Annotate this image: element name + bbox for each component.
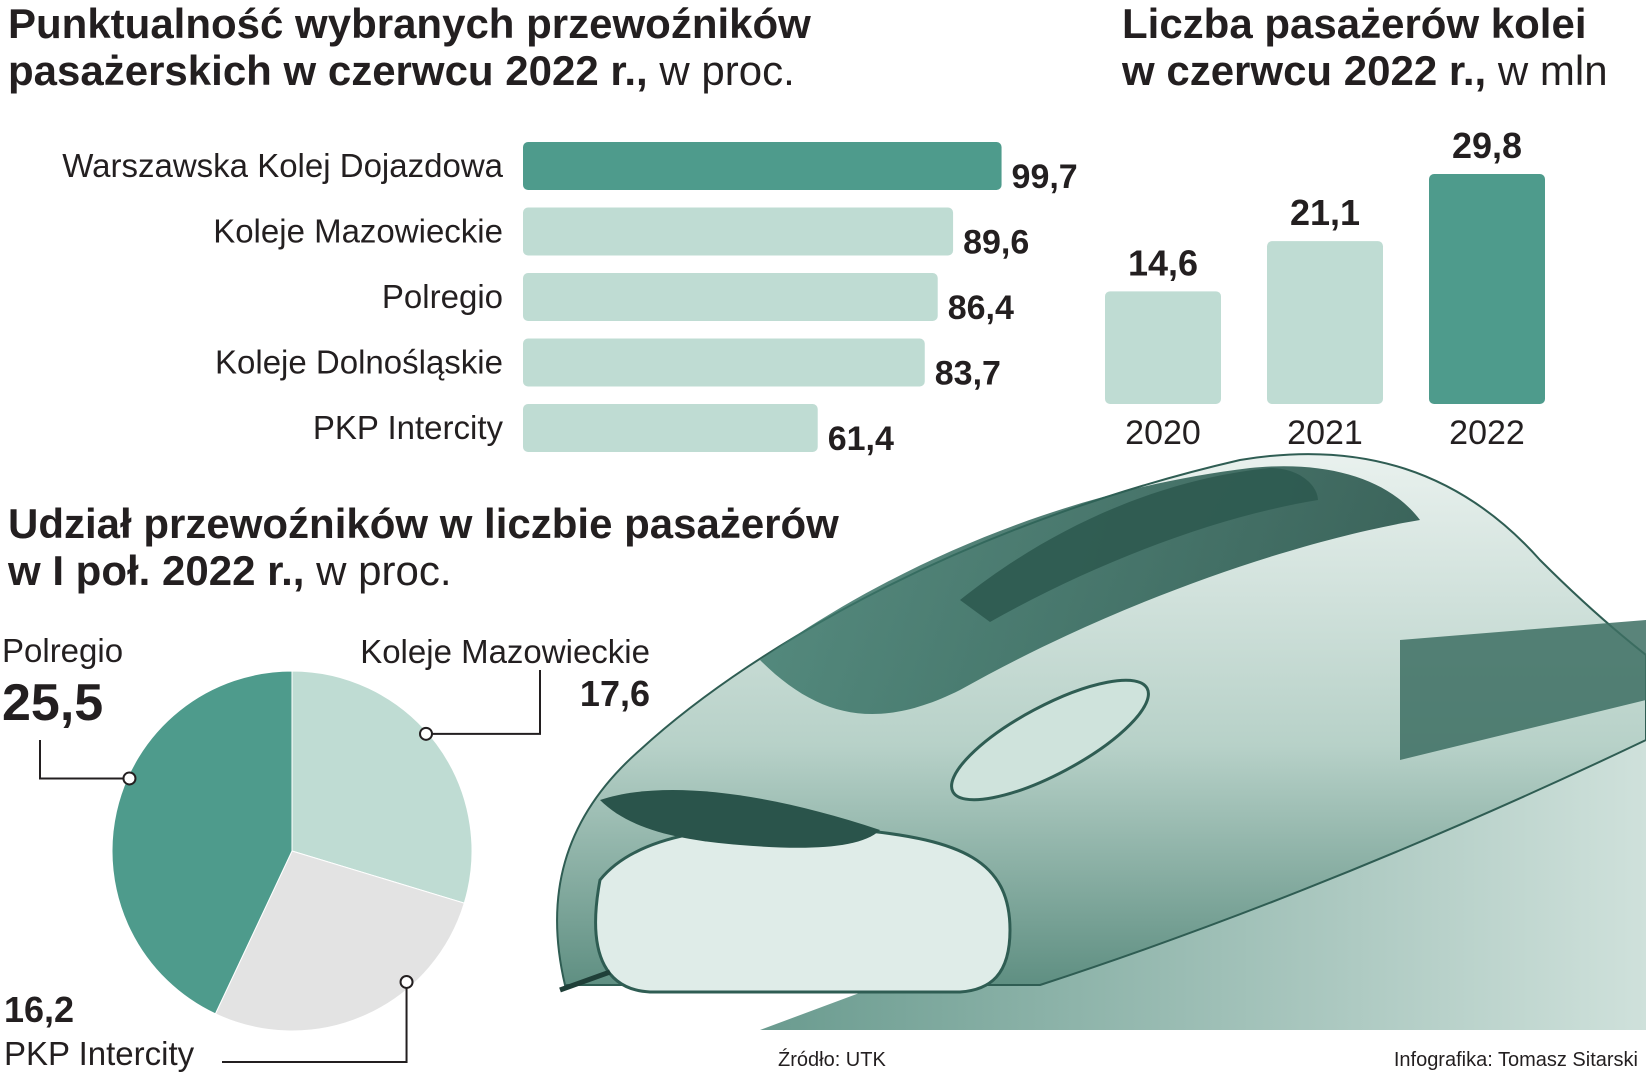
share-title-unit: w proc. bbox=[304, 547, 452, 595]
punctuality-category-label: Polregio bbox=[382, 278, 503, 315]
passengers-bar-chart: 14,6 2020 21,1 2021 29,8 2022 bbox=[1105, 125, 1545, 452]
punctuality-bar-chart: Warszawska Kolej Dojazdowa 99,7 Koleje Maz… bbox=[62, 142, 1078, 458]
passengers-value-label: 14,6 bbox=[1128, 242, 1198, 283]
punctuality-bar bbox=[523, 207, 954, 256]
pie-slice bbox=[291, 670, 473, 904]
punctuality-title-unit: w proc. bbox=[647, 47, 795, 95]
pie-leader-line bbox=[222, 981, 408, 1063]
pie-slice-label: Polregio bbox=[2, 632, 123, 669]
passengers-bar bbox=[1267, 241, 1383, 404]
punctuality-bar bbox=[523, 142, 1002, 190]
passengers-chart-title: Liczba pasażerów kolei w czerwcu 2022 r.,… bbox=[1122, 0, 1642, 94]
passengers-value-label: 29,8 bbox=[1452, 125, 1522, 166]
train-windshield bbox=[960, 468, 1318, 622]
pie-slice bbox=[111, 670, 293, 1015]
punctuality-value-label: 89,6 bbox=[963, 224, 1029, 262]
punctuality-value-label: 83,7 bbox=[935, 355, 1001, 393]
passengers-bar bbox=[1105, 291, 1221, 404]
punctuality-bar bbox=[523, 273, 938, 321]
train-illustration bbox=[556, 453, 1646, 1030]
passengers-title-main: Liczba pasażerów kolei w czerwcu 2022 r., bbox=[1122, 0, 1587, 95]
share-title-main: Udział przewoźników w liczbie pasażerów w… bbox=[8, 500, 839, 595]
punctuality-category-label: Koleje Mazowieckie bbox=[213, 213, 503, 250]
train-side-windows bbox=[1400, 620, 1646, 760]
pie-value-label: 25,5 bbox=[2, 674, 103, 732]
punctuality-value-label: 99,7 bbox=[1012, 158, 1078, 196]
credit-note: Infografika: Tomasz Sitarski bbox=[1393, 1049, 1638, 1071]
punctuality-value-label: 61,4 bbox=[828, 420, 894, 458]
train-roof-stripe bbox=[760, 466, 1420, 714]
pie-leader-line bbox=[426, 670, 541, 735]
punctuality-category-label: PKP Intercity bbox=[313, 409, 504, 446]
train-nose-vent bbox=[600, 790, 880, 848]
punctuality-value-label: 86,4 bbox=[948, 289, 1014, 327]
passengers-year-label: 2020 bbox=[1125, 414, 1201, 452]
source-note: Źródło: UTK bbox=[778, 1049, 886, 1071]
train-nose bbox=[594, 825, 1012, 994]
passengers-value-label: 21,1 bbox=[1290, 192, 1360, 233]
punctuality-category-label: Koleje Dolnośląskie bbox=[215, 344, 503, 381]
passengers-title-unit: w mln bbox=[1486, 47, 1608, 95]
punctuality-bar bbox=[523, 338, 925, 387]
pie-slice-label: Koleje Mazowieckie bbox=[360, 633, 650, 670]
train-coupler bbox=[559, 969, 611, 993]
pie-leader-line bbox=[39, 740, 130, 780]
pie-value-label: 16,2 bbox=[4, 989, 74, 1030]
passengers-year-label: 2021 bbox=[1287, 414, 1363, 452]
passengers-year-label: 2022 bbox=[1449, 414, 1525, 452]
punctuality-title-main: Punktualność wybranych przewoźników pasaż… bbox=[8, 0, 811, 95]
train-headlight bbox=[950, 678, 1150, 802]
pie-slice-label: PKP Intercity bbox=[4, 1035, 195, 1072]
pie-value-label: 17,6 bbox=[580, 673, 650, 714]
punctuality-bar bbox=[523, 404, 818, 452]
share-chart-title: Udział przewoźników w liczbie pasażerów w… bbox=[8, 500, 908, 594]
pie-leader-dot bbox=[419, 726, 434, 741]
punctuality-chart-title: Punktualność wybranych przewoźników pasaż… bbox=[8, 0, 908, 94]
pie-leader-dot bbox=[399, 974, 414, 989]
punctuality-category-label: Warszawska Kolej Dojazdowa bbox=[62, 147, 503, 184]
pie-leader-dot bbox=[122, 771, 137, 786]
passengers-bar bbox=[1429, 174, 1545, 404]
